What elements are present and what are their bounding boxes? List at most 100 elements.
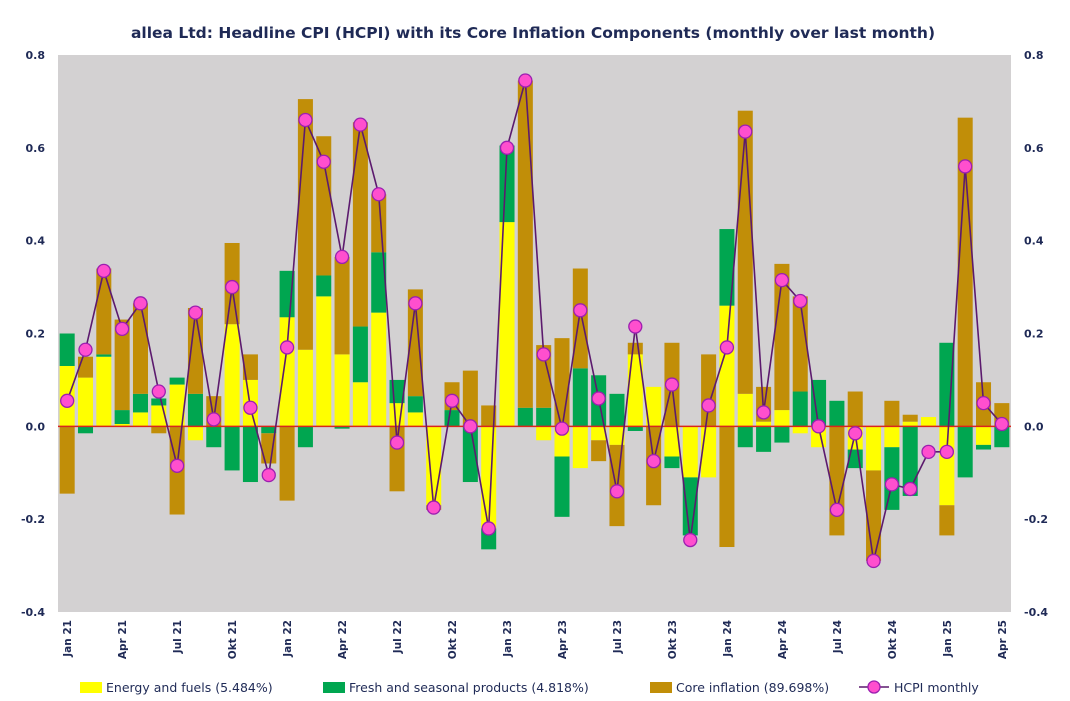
left-y-tick-label: -0.2 — [21, 513, 45, 526]
legend-label-fresh: Fresh and seasonal products (4.818%) — [349, 680, 589, 695]
hcpi-point-22 — [463, 419, 478, 434]
left-y-axis: 0.8 0.6 0.4 0.2 0.0 -0.2 -0.4 — [21, 49, 45, 619]
hcpi-point-21 — [444, 393, 460, 408]
bar-core-1 — [77, 356, 94, 378]
bar-energy-2 — [96, 356, 112, 427]
bar-fresh-17 — [371, 252, 387, 313]
bar-core-39 — [774, 263, 790, 411]
hcpi-point-50 — [976, 395, 991, 411]
legend-item-hcpi[interactable]: HCPI monthly — [859, 680, 979, 695]
bar-fresh-50 — [976, 444, 992, 450]
x-tick-label: Jan 23 — [502, 620, 514, 658]
bar-core-22 — [462, 370, 478, 427]
hcpi-point-40 — [793, 293, 808, 309]
bar-energy-31 — [627, 354, 643, 427]
bar-energy-26 — [536, 426, 552, 441]
bar-core-29 — [591, 440, 607, 462]
right-y-tick-label: 0.8 — [1024, 49, 1044, 62]
hcpi-point-49 — [958, 159, 973, 174]
right-y-tick-label: 0.4 — [1024, 235, 1044, 248]
hcpi-point-31 — [628, 319, 643, 334]
bar-fresh-15 — [334, 426, 350, 429]
bar-core-2 — [96, 268, 112, 355]
bar-energy-6 — [169, 384, 185, 427]
legend-item-core[interactable]: Core inflation (89.698%) — [650, 680, 829, 695]
left-y-tick-label: 0.8 — [26, 49, 46, 62]
hcpi-point-51 — [994, 416, 1009, 432]
bar-fresh-30 — [609, 393, 625, 427]
hcpi-point-46 — [903, 481, 918, 497]
hcpi-point-19 — [408, 296, 423, 311]
bar-core-44 — [866, 470, 882, 561]
x-tick-label: Jul 21 — [172, 620, 184, 654]
bar-fresh-37 — [737, 426, 753, 448]
bar-fresh-24 — [499, 145, 515, 223]
left-y-tick-label: 0.6 — [26, 142, 46, 155]
bar-core-40 — [792, 296, 808, 392]
bar-fresh-4 — [132, 393, 148, 413]
hcpi-point-17 — [371, 187, 386, 202]
x-tick-label: Jan 21 — [62, 620, 74, 658]
hcpi-point-47 — [921, 444, 936, 460]
hcpi-point-44 — [866, 553, 881, 569]
bar-energy-9 — [224, 324, 240, 427]
x-tick-label: Jan 24 — [722, 620, 734, 658]
legend-swatch-energy — [80, 682, 102, 693]
bar-fresh-51 — [994, 426, 1010, 448]
bar-core-11 — [261, 433, 277, 464]
bar-fresh-16 — [352, 326, 368, 383]
bar-core-42 — [829, 426, 845, 536]
bar-core-36 — [719, 426, 735, 548]
bar-fresh-34 — [682, 477, 698, 536]
bar-fresh-28 — [572, 368, 588, 427]
bar-fresh-13 — [297, 426, 313, 448]
hcpi-point-34 — [683, 532, 698, 548]
bar-core-45 — [884, 400, 900, 427]
x-tick-label: Jan 22 — [282, 620, 294, 658]
bar-fresh-25 — [517, 407, 533, 427]
bar-core-31 — [627, 342, 643, 355]
hcpi-point-6 — [169, 458, 185, 473]
hcpi-point-42 — [829, 502, 845, 518]
hcpi-point-33 — [664, 377, 680, 392]
bar-fresh-31 — [627, 426, 643, 431]
bar-core-43 — [847, 391, 863, 427]
bar-core-14 — [316, 136, 332, 276]
bar-energy-34 — [682, 426, 698, 478]
bar-core-19 — [407, 289, 423, 397]
bar-energy-47 — [921, 417, 937, 427]
hcpi-point-25 — [518, 73, 533, 88]
hcpi-point-10 — [243, 400, 258, 415]
bar-fresh-0 — [59, 333, 75, 366]
legend-item-fresh[interactable]: Fresh and seasonal products (4.818%) — [323, 680, 589, 695]
legend-item-energy[interactable]: Energy and fuels (5.484%) — [80, 680, 273, 695]
x-tick-label: Okt 24 — [887, 620, 899, 659]
bar-fresh-21 — [444, 410, 460, 427]
bar-energy-35 — [701, 426, 717, 478]
bar-energy-33 — [664, 426, 680, 457]
x-tick-label: Okt 23 — [667, 620, 679, 659]
bar-energy-38 — [756, 421, 772, 427]
legend-label-hcpi: HCPI monthly — [894, 680, 979, 695]
left-y-tick-label: 0.0 — [26, 420, 46, 433]
hcpi-point-14 — [316, 154, 331, 169]
legend-swatch-core — [650, 682, 672, 693]
bar-energy-30 — [609, 426, 625, 445]
bar-fresh-14 — [316, 275, 332, 297]
bar-fresh-2 — [96, 354, 112, 357]
bar-energy-19 — [407, 412, 423, 427]
bar-core-25 — [517, 80, 533, 408]
hcpi-point-35 — [701, 398, 716, 413]
right-y-tick-label: -0.2 — [1024, 513, 1048, 526]
x-tick-label: Apr 22 — [337, 620, 349, 659]
hcpi-point-11 — [261, 467, 276, 483]
hcpi-point-36 — [719, 340, 735, 355]
legend-marker-hcpi — [867, 680, 881, 694]
right-y-axis: 0.8 0.6 0.4 0.2 0.0 -0.2 -0.4 — [1024, 49, 1048, 619]
bar-fresh-27 — [554, 456, 570, 517]
bar-energy-39 — [774, 410, 790, 427]
bar-fresh-40 — [792, 391, 808, 427]
left-y-tick-label: -0.4 — [21, 606, 45, 619]
hcpi-point-48 — [939, 444, 955, 460]
bar-energy-4 — [132, 412, 148, 427]
